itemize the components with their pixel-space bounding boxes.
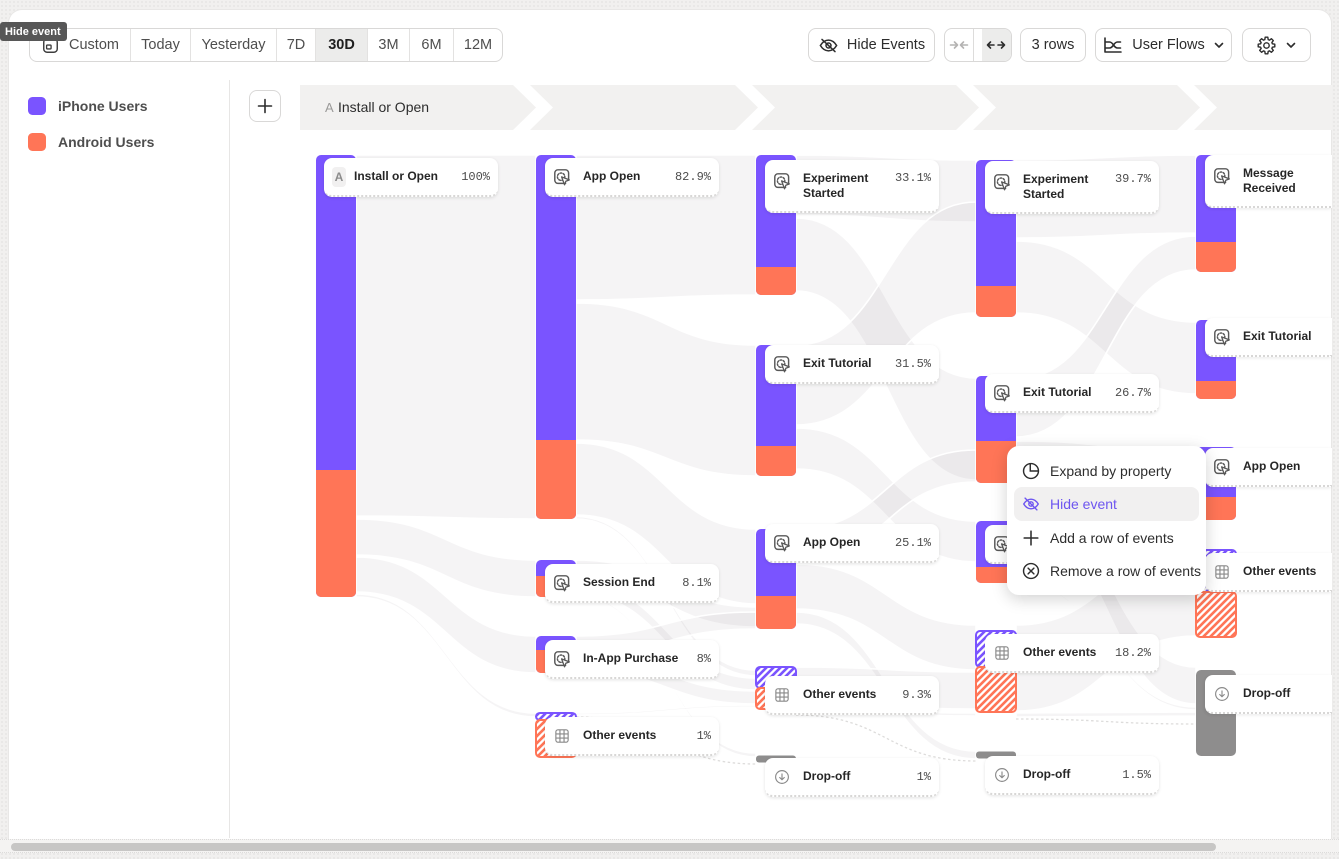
svg-text:Install or Open: Install or Open: [338, 99, 429, 115]
svg-text:A: A: [325, 100, 334, 115]
